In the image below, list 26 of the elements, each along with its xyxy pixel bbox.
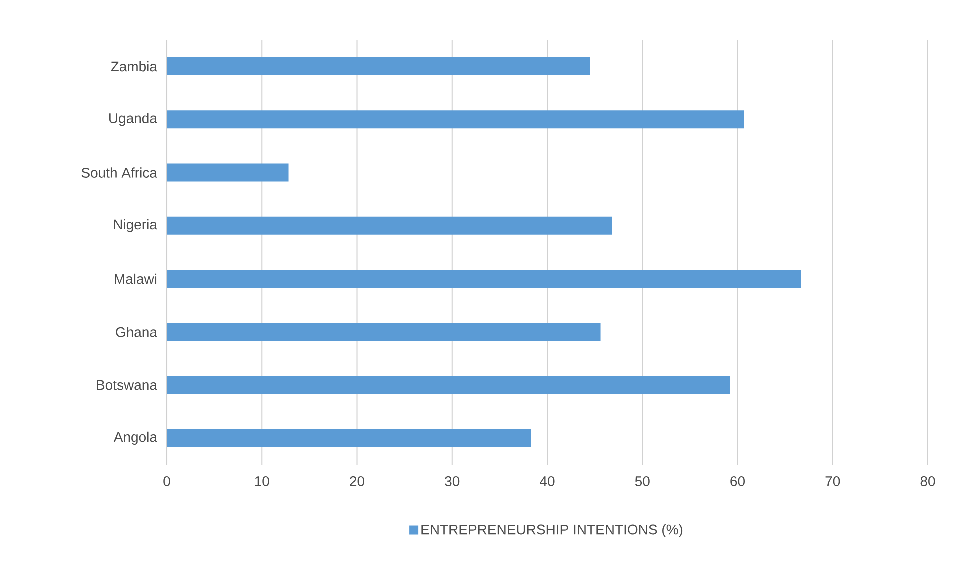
x-tick-label: 30	[445, 476, 460, 486]
y-tick-label: Malawi	[115, 274, 157, 284]
bar	[167, 58, 590, 76]
bar	[167, 164, 289, 182]
y-tick-label: Ghana	[116, 327, 158, 338]
y-tick-label: Nigeria	[114, 219, 158, 232]
bar	[167, 110, 744, 129]
y-tick-label: Zambia	[111, 61, 158, 72]
x-tick-label: 60	[730, 476, 745, 486]
x-tick-label: 10	[255, 476, 270, 486]
bar	[167, 216, 612, 235]
y-tick-label: Botswana	[97, 380, 158, 390]
y-tick-label: Angola	[114, 432, 158, 445]
x-tick-label: 80	[920, 476, 936, 486]
x-tick-label: 70	[826, 476, 840, 486]
bar	[167, 376, 730, 394]
x-tick-label: 40	[540, 476, 555, 486]
y-tick-label: South Africa	[82, 168, 158, 178]
bar	[167, 429, 532, 448]
y-tick-label: Uganda	[110, 113, 158, 126]
x-tick-label: 0	[164, 476, 170, 486]
x-tick-label: 50	[635, 476, 650, 486]
legend-label: ENTREPRENEURSHIP INTENTIONS (%)	[422, 524, 683, 538]
bar	[167, 270, 802, 288]
bar	[167, 323, 601, 342]
x-tick-label: 20	[350, 476, 364, 486]
